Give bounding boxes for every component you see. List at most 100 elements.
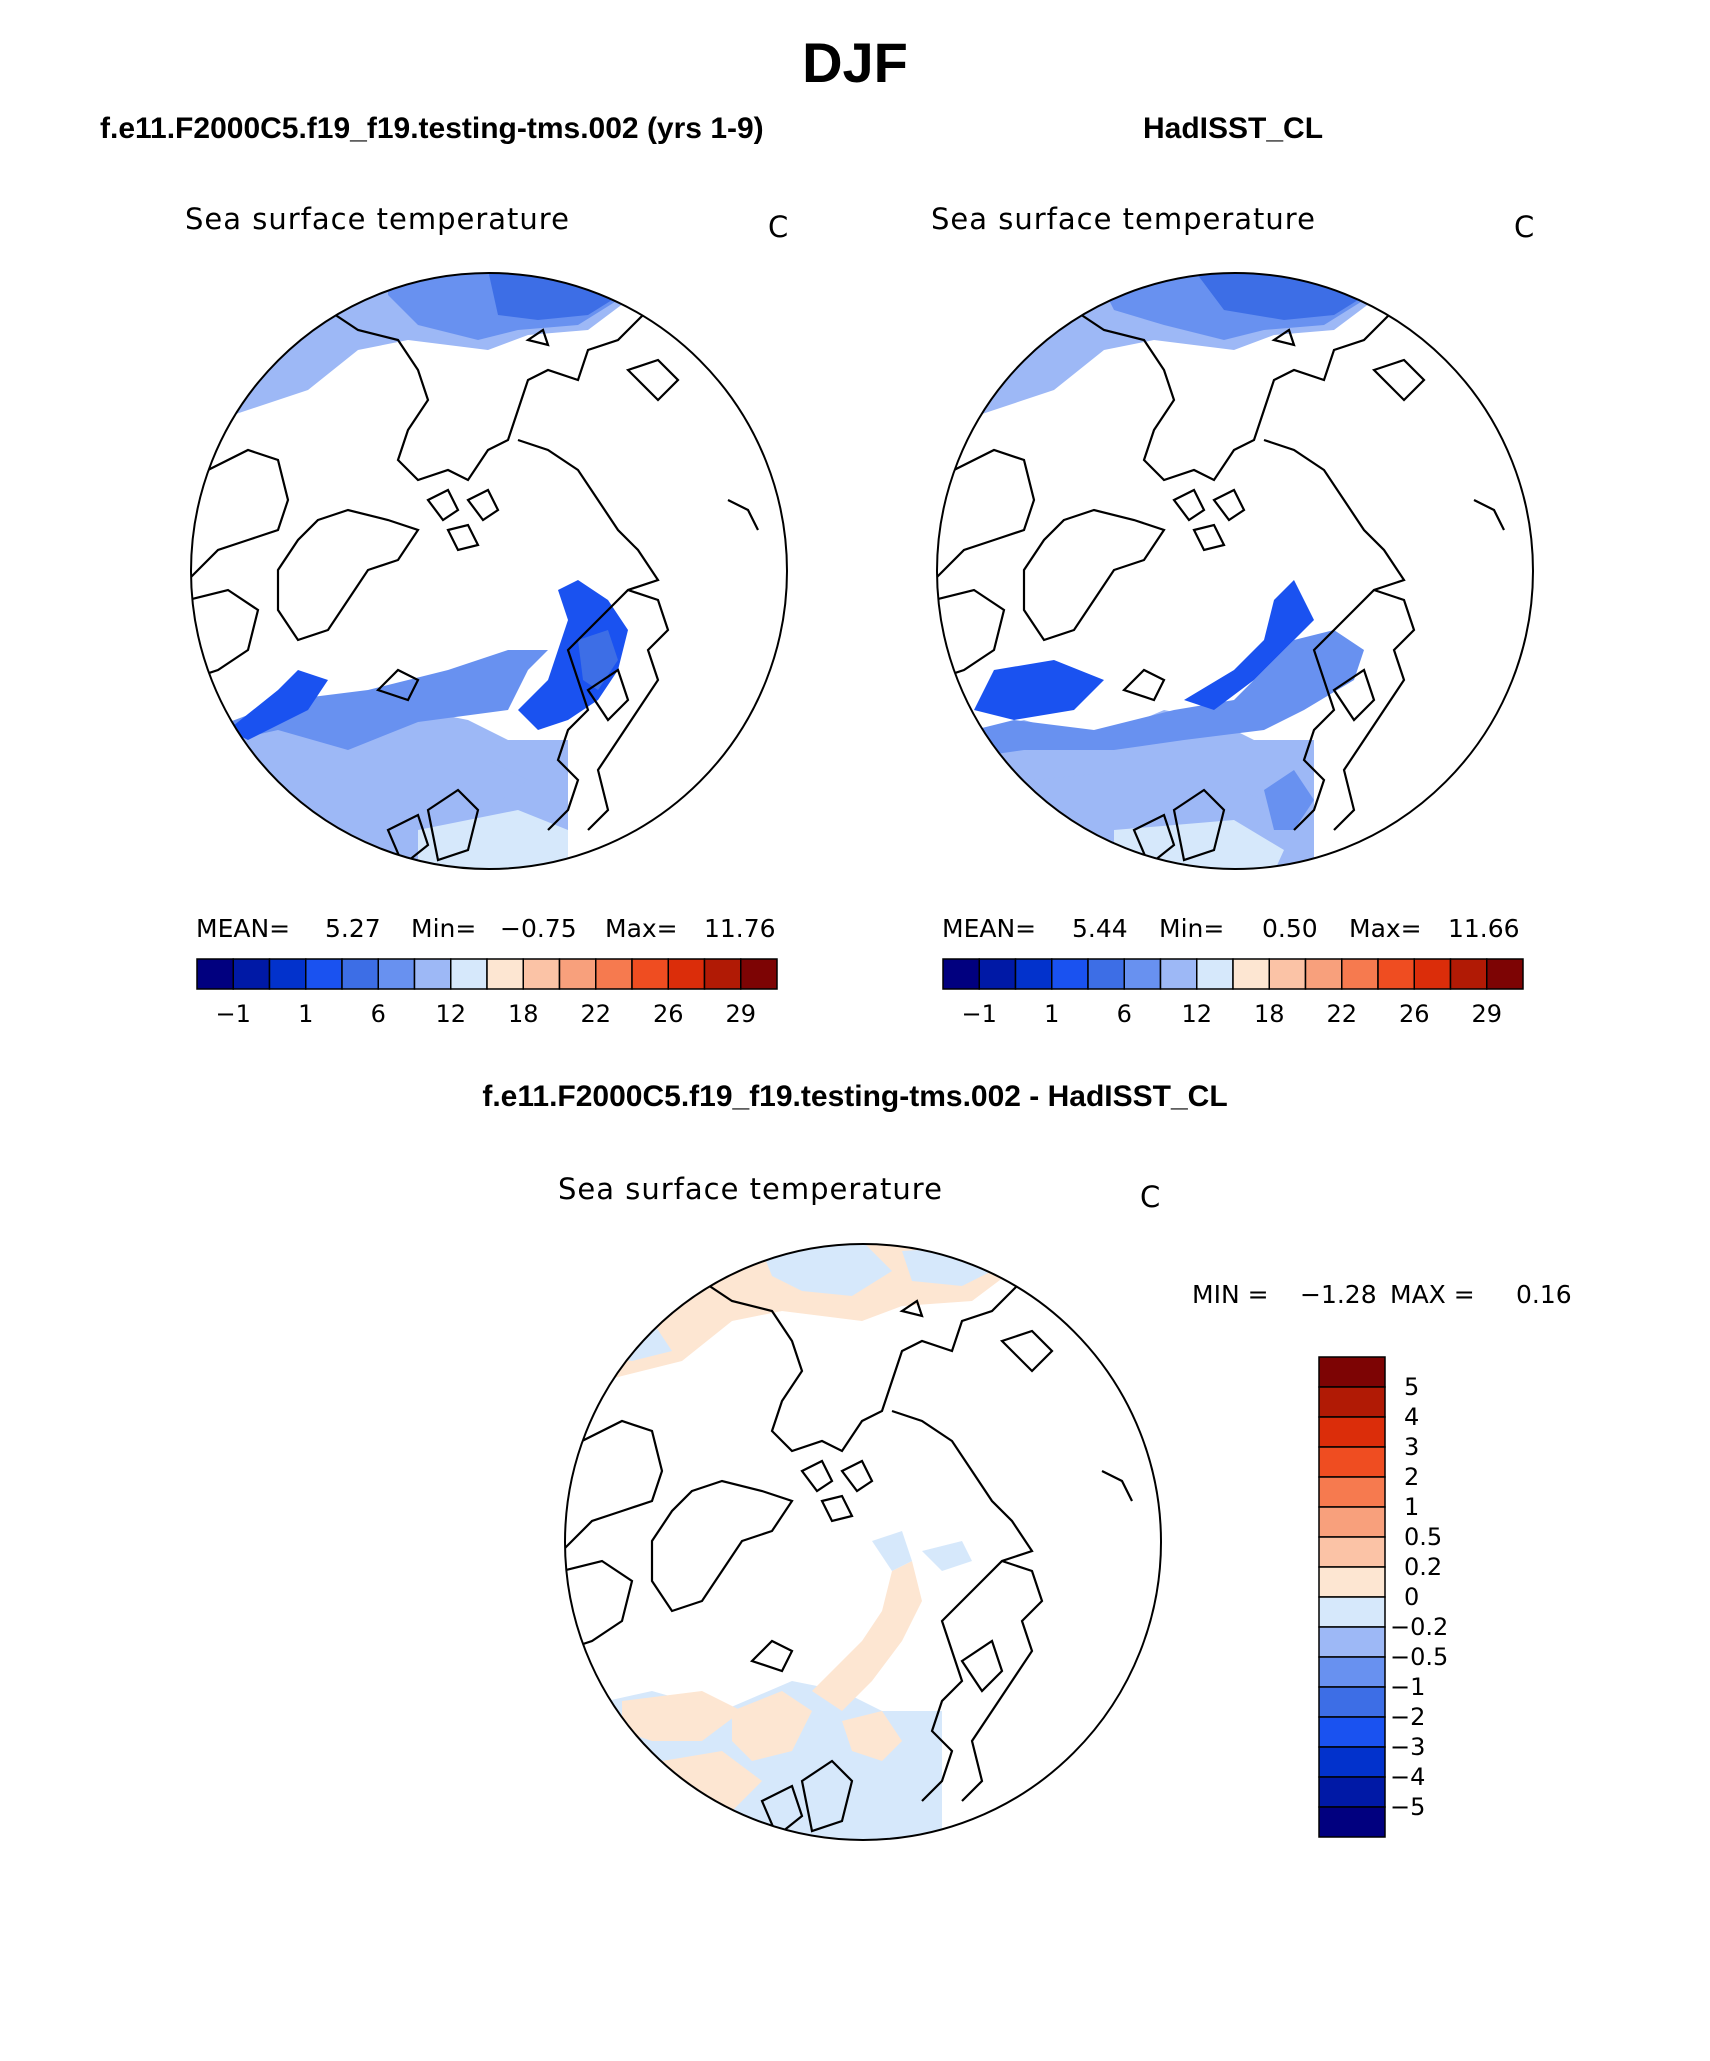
colorbar-swatch xyxy=(1486,958,1524,990)
difference-colorbar-labels: 5 4 3 2 1 0.5 0.2 0 −0.2 −0.5 −1 −2 −3 −4 −5 xyxy=(1390,1356,1490,1838)
colorbar-swatch xyxy=(1196,958,1234,990)
colorbar-swatch xyxy=(1377,958,1415,990)
colorbar-swatch xyxy=(1051,958,1089,990)
coastlines xyxy=(191,273,759,867)
colorbar-swatch xyxy=(1232,958,1270,990)
colorbar-swatch xyxy=(1318,1446,1386,1478)
panel-1-min-value: −0.75 xyxy=(500,914,577,943)
colorbar-tick-label: −1 xyxy=(215,1000,251,1028)
sst-diff-fill-north-atlantic xyxy=(565,1531,972,1840)
sst-fill-north-atlantic xyxy=(937,580,1364,869)
diff-max-label: MAX = xyxy=(1390,1280,1475,1309)
colorbar-swatch xyxy=(268,958,307,990)
colorbar-swatch xyxy=(1087,958,1125,990)
colorbar-swatch xyxy=(1318,1416,1386,1448)
difference-title: f.e11.F2000C5.f19_f19.testing-tms.002 - … xyxy=(482,1080,1228,1113)
diff-min-value: −1.28 xyxy=(1300,1280,1377,1309)
colorbar-tick-label: 18 xyxy=(507,1000,539,1028)
colorbar-tick-label: 22 xyxy=(580,1000,612,1028)
colorbar-tick-label: 3 xyxy=(1404,1433,1420,1461)
colorbar-swatch xyxy=(305,958,343,990)
panel-2-mean-value: 5.44 xyxy=(1072,914,1128,943)
colorbar-tick-label: 0.2 xyxy=(1404,1553,1443,1581)
coastlines xyxy=(937,273,1505,867)
colorbar-tick-label: 2 xyxy=(1404,1463,1420,1491)
panel-1-mean-value: 5.27 xyxy=(325,914,381,943)
colorbar-swatch xyxy=(1318,1686,1386,1718)
coastlines xyxy=(565,1244,1133,1838)
colorbar-tick-label: 6 xyxy=(370,1000,386,1028)
panel-2-variable: Sea surface temperature xyxy=(931,202,1316,236)
sst-fill-north-pacific xyxy=(191,273,628,430)
colorbar-tick-label: 4 xyxy=(1404,1403,1420,1431)
colorbar-tick-label: −2 xyxy=(1390,1703,1426,1731)
colorbar-swatch xyxy=(1318,1476,1386,1508)
diff-variable: Sea surface temperature xyxy=(558,1172,943,1206)
colorbar-swatch xyxy=(558,958,597,990)
colorbar-swatch xyxy=(1304,958,1343,990)
colorbar-swatch xyxy=(1318,1356,1386,1388)
colorbar-tick-label: 0 xyxy=(1404,1583,1420,1611)
diff-min-label: MIN = xyxy=(1192,1280,1269,1309)
colorbar-swatch xyxy=(1159,958,1198,990)
colorbar-tick-label: 12 xyxy=(1181,1000,1213,1028)
colorbar-tick-label: 0.5 xyxy=(1404,1523,1443,1551)
colorbar-swatch xyxy=(1318,1596,1386,1628)
colorbar-swatch xyxy=(1318,1776,1386,1808)
panel-1-units: C xyxy=(768,210,789,244)
panel-1-polar-map xyxy=(190,272,788,870)
colorbar-swatch xyxy=(667,958,706,990)
colorbar-swatch xyxy=(1318,1716,1386,1748)
colorbar-tick-label: −1 xyxy=(961,1000,997,1028)
colorbar-swatch xyxy=(1268,958,1307,990)
panel-2-min-value: 0.50 xyxy=(1262,914,1318,943)
colorbar-swatch xyxy=(413,958,452,990)
sst-diff-fill-north-pacific xyxy=(565,1244,1012,1391)
colorbar-swatch xyxy=(978,958,1017,990)
panel-1-max-label: Max= xyxy=(605,914,678,943)
colorbar-swatch xyxy=(450,958,488,990)
panel-2-colorbar xyxy=(942,958,1524,990)
panel-1-min-label: Min= xyxy=(411,914,477,943)
panel-2-polar-map xyxy=(936,272,1534,870)
difference-polar-map xyxy=(564,1243,1162,1841)
colorbar-tick-label: 1 xyxy=(1404,1493,1420,1521)
panel-2-mean-label: MEAN= xyxy=(942,914,1037,943)
colorbar-swatch xyxy=(196,958,234,990)
colorbar-swatch xyxy=(942,958,980,990)
colorbar-swatch xyxy=(377,958,416,990)
diff-max-value: 0.16 xyxy=(1516,1280,1572,1309)
colorbar-tick-label: −3 xyxy=(1390,1733,1426,1761)
panel-1-colorbar-labels: −1 1 6 12 18 22 26 29 xyxy=(196,1000,778,1030)
colorbar-swatch xyxy=(1413,958,1452,990)
colorbar-swatch xyxy=(1341,958,1379,990)
panel-1-max-value: 11.76 xyxy=(704,914,776,943)
colorbar-swatch xyxy=(1318,1746,1386,1778)
colorbar-tick-label: −4 xyxy=(1390,1763,1426,1791)
panel-1-variable: Sea surface temperature xyxy=(185,202,570,236)
colorbar-swatch xyxy=(1318,1536,1386,1568)
colorbar-swatch xyxy=(486,958,524,990)
colorbar-swatch xyxy=(740,958,778,990)
sst-fill-north-pacific xyxy=(937,273,1374,430)
colorbar-tick-label: 29 xyxy=(725,1000,757,1028)
colorbar-swatch xyxy=(1318,1626,1386,1658)
colorbar-swatch xyxy=(1318,1386,1386,1418)
panel-2-min-label: Min= xyxy=(1159,914,1225,943)
colorbar-swatch xyxy=(1014,958,1053,990)
colorbar-swatch xyxy=(232,958,271,990)
colorbar-tick-label: 12 xyxy=(435,1000,467,1028)
colorbar-tick-label: 26 xyxy=(652,1000,684,1028)
colorbar-swatch xyxy=(1318,1656,1386,1688)
colorbar-swatch xyxy=(1123,958,1162,990)
colorbar-tick-label: 22 xyxy=(1326,1000,1358,1028)
colorbar-swatch xyxy=(1318,1506,1386,1538)
colorbar-swatch xyxy=(631,958,669,990)
panel-2-max-label: Max= xyxy=(1349,914,1422,943)
obs-dataset-title: HadISST_CL xyxy=(1142,112,1324,145)
panel-2-units: C xyxy=(1514,210,1535,244)
colorbar-swatch xyxy=(703,958,742,990)
colorbar-swatch xyxy=(522,958,561,990)
colorbar-swatch xyxy=(341,958,379,990)
colorbar-tick-label: −5 xyxy=(1390,1793,1426,1821)
